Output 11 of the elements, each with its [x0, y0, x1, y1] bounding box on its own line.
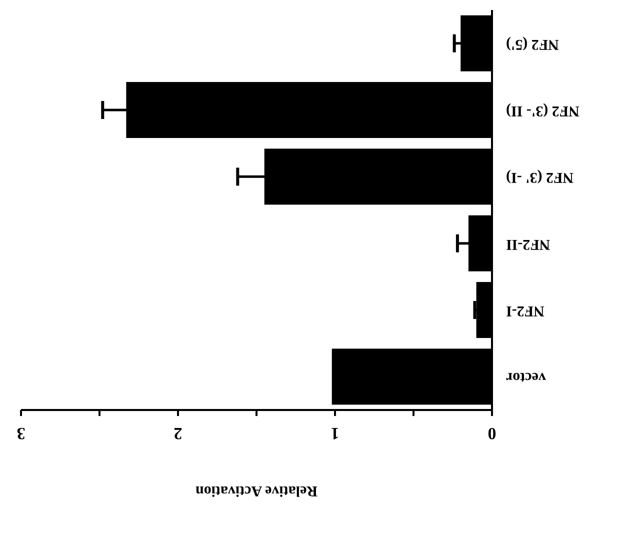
y-tick-label: NF2-II: [506, 236, 550, 252]
x-tick-label: 0: [488, 424, 496, 444]
x-tick-label: 1: [330, 424, 340, 444]
y-tick-label: NF2 (3' -I): [506, 169, 574, 186]
x-tick-label: 2: [174, 424, 182, 444]
x-axis-title: Relative Activation: [194, 482, 318, 499]
x-tick-label: 3: [16, 424, 26, 444]
y-tick-label: NF2 (3'- II): [506, 102, 580, 119]
y-tick-label: NF2 (5'): [506, 36, 559, 52]
y-tick-label: vector: [506, 369, 546, 386]
y-tick-label: NF2-I: [506, 302, 544, 319]
